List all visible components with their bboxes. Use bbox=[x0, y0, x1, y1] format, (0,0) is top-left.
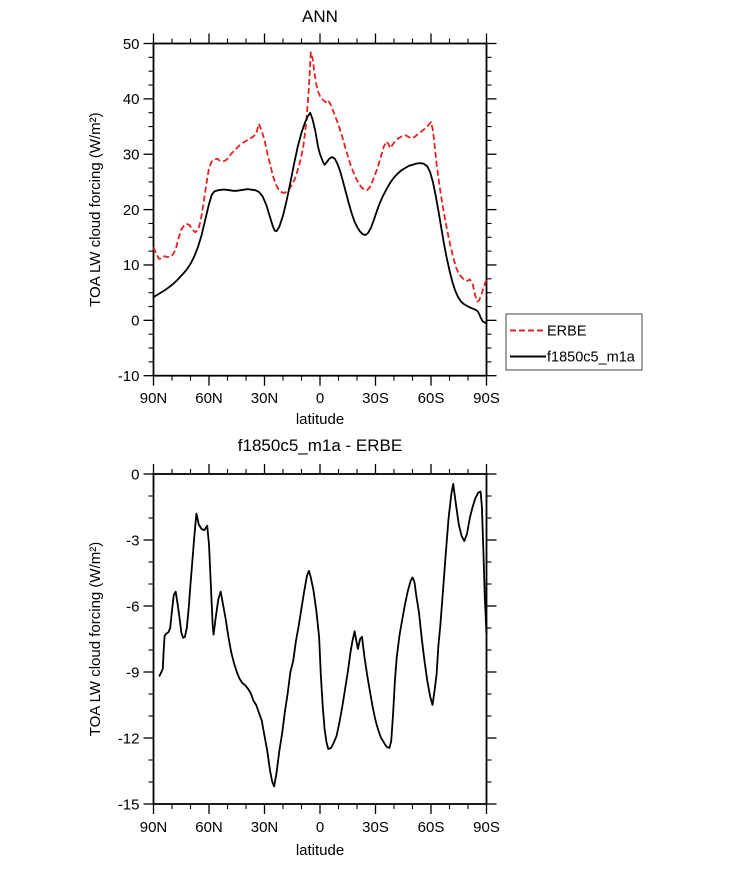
x-tick-label: 90S bbox=[473, 390, 500, 407]
legend: ERBE f1850c5_m1a bbox=[505, 313, 643, 371]
y-tick-label: -15 bbox=[118, 796, 140, 813]
legend-label: ERBE bbox=[547, 324, 587, 340]
x-tick-label: 0 bbox=[316, 390, 324, 407]
x-tick-label: 0 bbox=[316, 819, 324, 836]
legend-box bbox=[505, 313, 643, 371]
x-tick-label: 60S bbox=[418, 390, 445, 407]
x-tick-label: 90N bbox=[140, 819, 168, 836]
x-tick-label: 60S bbox=[418, 819, 445, 836]
y-tick-label: 40 bbox=[123, 91, 140, 108]
y-axis-label: TOA LW cloud forcing (W/m²) bbox=[87, 112, 104, 306]
y-tick-label: 10 bbox=[123, 257, 140, 274]
plot-frame bbox=[152, 42, 488, 377]
x-tick-label: 60N bbox=[195, 390, 223, 407]
x-axis-minor-ticks bbox=[171, 469, 469, 809]
ann-chart: 90N 60N 30N 0 30S 60S 90S 50 40 30 20 10 0 -10 ANN lati… bbox=[87, 7, 643, 428]
y-tick-label: -9 bbox=[126, 664, 139, 681]
f1850c5-m1a-erbe-line bbox=[158, 483, 488, 788]
y-axis-ticks bbox=[143, 42, 497, 377]
y-axis-label: TOA LW cloud forcing (W/m²) bbox=[87, 542, 104, 736]
x-tick-label: 30N bbox=[251, 390, 279, 407]
y-axis-minor-ticks bbox=[148, 495, 492, 783]
y-axis-minor-ticks bbox=[148, 56, 492, 363]
x-tick-label: 60N bbox=[195, 819, 223, 836]
x-tick-label: 90S bbox=[473, 819, 500, 836]
difference-chart: 90N 60N 30N 0 30S 60S 90S 0 -3 -6 -9 -12 -15 f1850c5_… bbox=[87, 436, 500, 859]
y-tick-label: 30 bbox=[123, 146, 140, 163]
x-axis-ticks bbox=[152, 464, 488, 814]
chart-title: f1850c5_m1a - ERBE bbox=[238, 436, 402, 455]
legend-label: f1850c5_m1a bbox=[547, 350, 636, 366]
y-axis-ticks bbox=[143, 473, 497, 805]
f1850c5-m1a-line bbox=[153, 111, 487, 324]
y-tick-label: -6 bbox=[126, 598, 139, 615]
chart-title: ANN bbox=[302, 7, 338, 26]
y-tick-label: 0 bbox=[131, 466, 139, 483]
x-axis-minor-ticks bbox=[171, 38, 469, 381]
erbe-line bbox=[152, 51, 488, 303]
x-tick-label: 90N bbox=[140, 390, 168, 407]
x-tick-label: 30S bbox=[362, 819, 389, 836]
x-axis-label: latitude bbox=[296, 411, 344, 428]
y-tick-label: -12 bbox=[118, 730, 140, 747]
y-tick-label: 0 bbox=[131, 313, 139, 330]
x-axis-ticks bbox=[152, 33, 488, 386]
x-tick-label: 30N bbox=[251, 819, 279, 836]
x-axis-label: latitude bbox=[296, 842, 344, 859]
y-tick-label: 50 bbox=[123, 36, 140, 53]
y-tick-label: -10 bbox=[118, 368, 140, 385]
y-tick-label: 20 bbox=[123, 202, 140, 219]
y-tick-label: -3 bbox=[126, 532, 139, 549]
x-tick-label: 30S bbox=[362, 390, 389, 407]
